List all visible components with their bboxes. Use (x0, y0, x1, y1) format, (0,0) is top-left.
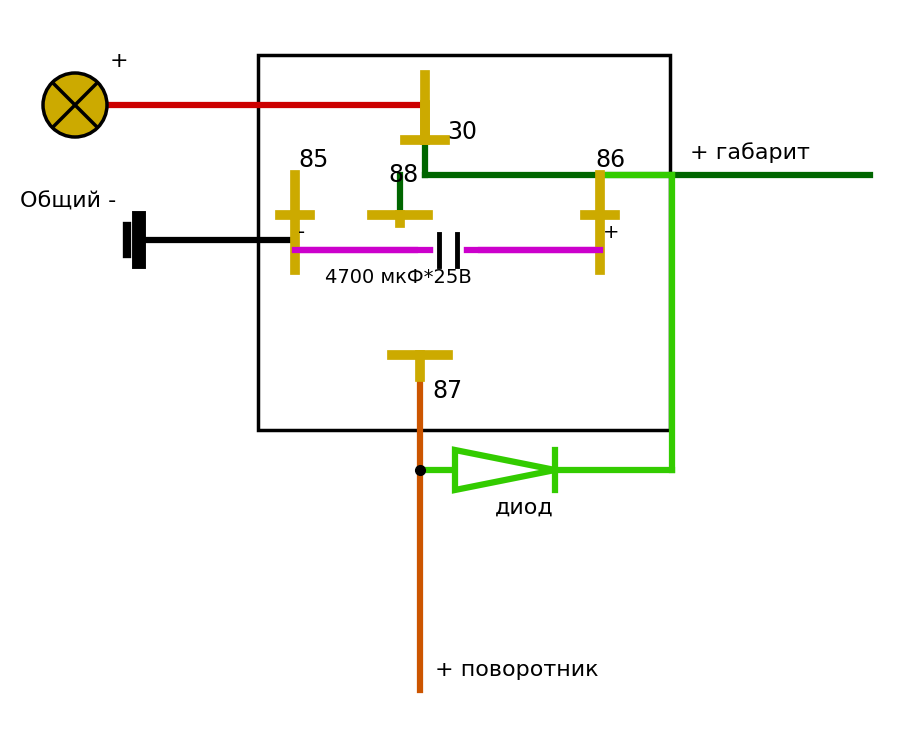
Text: 87: 87 (432, 379, 462, 403)
Text: + габарит: + габарит (690, 142, 810, 163)
Circle shape (43, 73, 107, 137)
Text: Общий -: Общий - (20, 192, 116, 212)
Text: + поворотник: + поворотник (435, 660, 599, 680)
Text: 4700 мкФ*25В: 4700 мкФ*25В (325, 268, 471, 287)
Text: -: - (298, 223, 305, 242)
Text: 85: 85 (298, 148, 329, 172)
Polygon shape (455, 450, 555, 490)
Text: диод: диод (495, 498, 554, 518)
Text: +: + (603, 223, 620, 242)
Text: +: + (110, 51, 128, 71)
Text: 86: 86 (595, 148, 625, 172)
Bar (258, 55, 670, 430)
Text: 30: 30 (447, 120, 477, 144)
Text: 88: 88 (388, 163, 419, 187)
